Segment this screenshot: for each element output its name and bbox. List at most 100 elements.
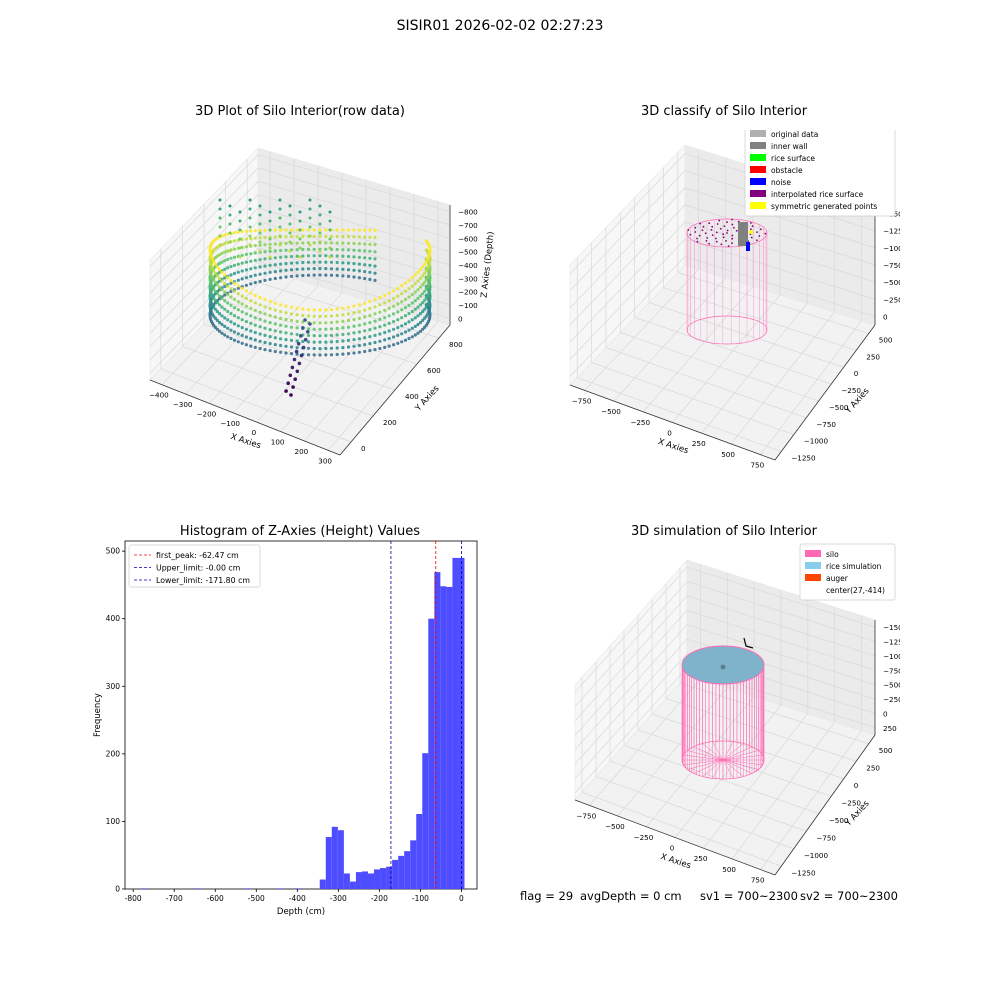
raw-point (253, 338, 257, 342)
raw-point (373, 305, 377, 309)
raw-strand-point (258, 204, 262, 208)
raw-point (229, 328, 233, 332)
raw-point (236, 292, 240, 296)
raw-point (352, 324, 356, 328)
raw-point (407, 278, 411, 282)
raw-point (403, 322, 408, 326)
raw-point (249, 299, 253, 303)
raw-point (279, 330, 283, 334)
raw-point (318, 353, 322, 357)
raw-point (279, 248, 283, 253)
raw-tail-point (303, 337, 308, 342)
x-tick-label: 300 (318, 456, 332, 465)
interpolated-surface-point (750, 236, 753, 239)
interpolated-surface-point (704, 232, 707, 235)
raw-point (289, 235, 294, 239)
raw-point (373, 243, 377, 247)
gridline (701, 303, 808, 434)
interpolated-surface-point (726, 221, 728, 224)
histogram-bar (361, 871, 368, 889)
raw-point (236, 308, 240, 312)
raw-point (341, 319, 345, 323)
raw-point (289, 352, 294, 356)
raw-point (373, 326, 377, 330)
raw-point (240, 333, 244, 337)
raw-point (318, 314, 322, 318)
x-tick-label: 500 (722, 865, 736, 874)
gridline (149, 247, 259, 361)
raw-point (215, 265, 219, 269)
raw-point (407, 336, 411, 341)
raw-point (357, 323, 361, 327)
raw-point (410, 276, 414, 280)
raw-point (416, 305, 420, 309)
raw-point (410, 293, 414, 297)
raw-point (289, 268, 294, 272)
raw-point (424, 260, 428, 264)
raw-point (232, 289, 237, 293)
raw-point (301, 267, 305, 271)
raw-point (273, 315, 277, 319)
raw-point (312, 346, 316, 351)
raw-point (324, 353, 328, 357)
interpolated-surface-point (723, 225, 726, 227)
raw-point (232, 322, 237, 326)
gridline (686, 581, 876, 642)
raw-point (418, 320, 423, 325)
legend-label: rice surface (771, 154, 815, 163)
interpolated-surface-point (706, 237, 709, 239)
raw-strand-point (258, 222, 262, 226)
raw-point (413, 307, 417, 311)
silo-bottom-rim (681, 740, 765, 780)
gridline (149, 261, 259, 374)
raw-point (301, 241, 305, 245)
raw-point (373, 340, 377, 345)
raw-point (301, 254, 305, 258)
raw-point (215, 292, 219, 296)
gridline (686, 595, 876, 657)
raw-point (236, 300, 240, 304)
raw-point (295, 339, 299, 343)
raw-point (318, 321, 322, 325)
raw-point (312, 321, 316, 325)
raw-point (284, 311, 288, 315)
panel2-3d-classify-plot: −750 −500 −250 0 250 500 750 −1250 −1000 −750 −500… (569, 130, 900, 470)
z-tick-label: −250 (883, 295, 900, 304)
raw-point (368, 256, 372, 260)
raw-point (312, 334, 316, 338)
interpolated-surface-point (719, 227, 722, 230)
raw-point (273, 336, 277, 340)
raw-point (279, 350, 283, 354)
raw-point (215, 274, 219, 278)
z-axis-label: Z Axies (Depth) (480, 231, 497, 298)
gridline (605, 347, 807, 419)
raw-point (352, 344, 356, 348)
raw-point (329, 241, 334, 245)
raw-point (357, 310, 361, 314)
raw-point (263, 271, 267, 275)
x-axis-label: X Axies (229, 432, 262, 451)
raw-tail-point (294, 349, 299, 354)
raw-point (392, 296, 396, 301)
raw-point (373, 228, 377, 232)
raw-point (396, 294, 400, 298)
gridline (677, 272, 869, 334)
raw-point (258, 332, 262, 336)
silo-floor-spoke (702, 743, 724, 761)
raw-point (306, 327, 311, 331)
raw-point (217, 312, 222, 316)
raw-point (329, 308, 334, 312)
raw-point (357, 269, 361, 273)
raw-point (232, 263, 237, 267)
raw-point (217, 279, 222, 283)
raw-strand-point (218, 198, 222, 202)
raw-strand-point (328, 228, 332, 232)
raw-point (263, 228, 267, 232)
raw-point (335, 333, 339, 337)
raw-point (363, 336, 367, 340)
raw-strand-point (318, 213, 322, 217)
raw-point (387, 291, 391, 295)
raw-point (284, 262, 288, 266)
raw-point (318, 334, 322, 338)
raw-point (378, 339, 382, 343)
